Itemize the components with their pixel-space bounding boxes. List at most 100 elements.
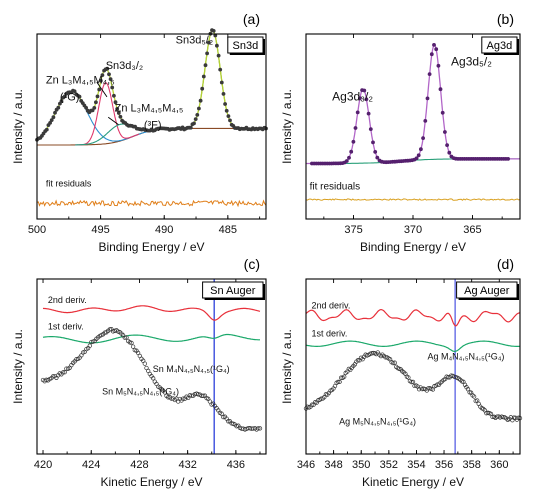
first-derivative-line [305,340,520,352]
data-point [219,80,224,85]
data-point [110,85,115,90]
data-point [195,113,200,117]
legend-box [481,36,518,54]
panel-letter: (b) [497,11,514,27]
data-point [425,96,430,101]
data-point [347,155,351,160]
data-point [59,99,64,104]
data-point [373,150,378,154]
second-derivative-label: 2nd deriv. [312,300,351,310]
data-point [432,43,436,47]
legend-box [456,281,518,299]
data-point [490,414,495,420]
panel-b: Ag3d₃/₂ Ag3d₅/₂ fit residuals 375 370 365 Bind… [280,11,521,254]
data-point [94,100,98,105]
data-point [56,105,61,110]
sn3d32-component-line [75,82,139,146]
panel-c: 2nd deriv. 1st deriv. Sn M₅N₄,₅N₄,₅(¹G₄) Sn… [11,256,267,489]
data-point [201,393,206,398]
fit-residuals-line [305,198,521,201]
legend-box [202,281,264,299]
data-point [221,92,226,96]
data-point [188,125,193,130]
data-point [108,77,113,81]
fit-residuals-label: fit residuals [310,181,361,192]
x-tick-label: 350 [352,459,370,471]
data-point [366,111,371,116]
x-tick-label: 365 [463,224,481,236]
data-point [84,105,88,110]
y-axis-label: Intensity / a.u. [280,89,294,164]
data-point [423,119,428,123]
x-tick-label: 358 [462,459,480,471]
x-tick-label: 432 [178,459,196,471]
legend-label: Sn3d [233,40,259,52]
data-point [257,426,263,431]
y-axis-label: Intensity / a.u. [11,329,25,404]
data-point [102,330,107,335]
ag3d52-label: Ag3d₅/₂ [451,54,492,68]
ag-m4-label: Ag M₄N₄,₅N₄,₅(¹G₄) [427,352,504,362]
legend-label: Sn Auger [210,285,256,297]
x-tick-label: 360 [490,459,508,471]
data-point [181,396,186,401]
data-point [201,74,206,79]
x-tick-label: 352 [380,459,398,471]
data-point [434,47,439,52]
data-point [72,89,77,94]
data-point [62,370,67,375]
data-point [129,340,134,346]
data-point [115,107,120,111]
legend-label: Ag Auger [464,285,510,297]
data-point [100,73,105,77]
second-derivative-line [305,308,521,327]
data-point [74,357,79,362]
data-point [337,379,342,385]
data-point [445,143,449,148]
x-tick-label: 346 [297,459,315,471]
panel-frame [36,33,267,220]
fit-residuals-label: fit residuals [46,179,92,189]
data-point [335,379,341,385]
data-point [438,87,443,92]
x-tick-label: 500 [28,224,46,236]
data-point [107,327,112,332]
data-point [151,376,156,381]
data-point [116,111,121,115]
data-point [60,370,66,375]
data-point [409,379,414,385]
data-point [219,411,224,416]
data-point [447,150,452,155]
data-point [53,110,57,115]
data-point [226,419,231,424]
data-point [371,140,375,145]
data-point [218,67,223,72]
data-point [95,94,100,99]
data-point [97,87,102,92]
data-point [48,121,52,125]
panel-frame [305,278,521,455]
first-derivative-line [42,333,260,344]
data-point [440,110,445,115]
data-point [414,156,419,161]
data-point [342,374,347,379]
data-point [344,159,349,163]
data-point [162,390,168,395]
data-point [353,126,358,130]
data-point [427,72,432,76]
data-point [77,94,82,99]
first-derivative-label: 1st deriv. [312,328,348,338]
x-tick-label: 485 [219,224,237,236]
data-point [410,379,416,385]
data-point [223,102,228,106]
x-tick-label: 356 [435,459,453,471]
data-point [416,153,421,158]
data-point [375,155,380,160]
panel-letter: (d) [497,256,514,272]
legend-box [227,36,264,54]
x-axis-label: Kinetic Energy / eV [362,475,464,489]
fit-residuals-line [36,199,267,208]
x-tick-label: 424 [82,459,100,471]
zn-3f-term-label: (³F) [144,119,162,131]
